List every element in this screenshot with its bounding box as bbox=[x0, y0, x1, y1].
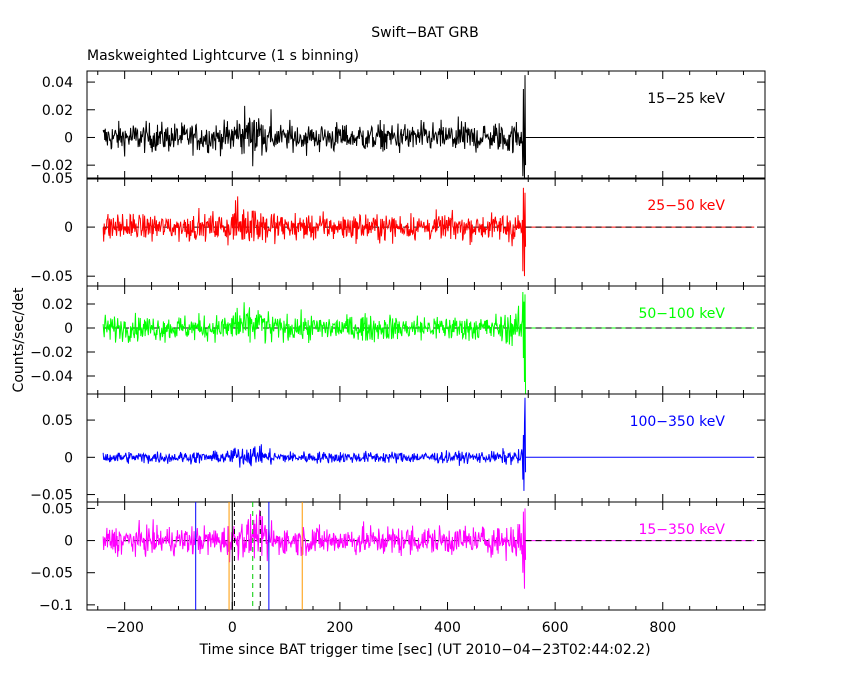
y-tick-label: −0.1 bbox=[39, 598, 73, 614]
y-tick-label: 0 bbox=[64, 130, 73, 146]
figure-subtitle: Maskweighted Lightcurve (1 s binning) bbox=[87, 48, 359, 64]
series-2-trace bbox=[102, 187, 527, 277]
y-tick-label: −0.05 bbox=[30, 566, 73, 582]
x-tick-label: 800 bbox=[649, 620, 676, 636]
band-label: 50−100 keV bbox=[638, 306, 725, 322]
y-tick-label: −0.05 bbox=[30, 269, 73, 285]
x-tick-label: −200 bbox=[105, 620, 143, 636]
y-tick-label: 0.04 bbox=[42, 75, 73, 91]
band-label: 15−350 keV bbox=[638, 522, 725, 538]
series-5-trace bbox=[102, 508, 527, 589]
y-tick-label: −0.05 bbox=[30, 488, 73, 504]
y-tick-label: 0.05 bbox=[42, 501, 73, 517]
y-tick-label: 0.05 bbox=[42, 413, 73, 429]
panel-frame bbox=[86, 393, 766, 503]
band-label: 15−25 keV bbox=[647, 91, 725, 107]
y-axis-label: Counts/sec/det bbox=[11, 287, 27, 392]
y-tick-label: −0.04 bbox=[30, 369, 73, 385]
series-1-trace bbox=[102, 75, 527, 179]
y-tick-label: 0.05 bbox=[42, 171, 73, 187]
y-tick-label: 0 bbox=[64, 534, 73, 550]
panel-3: 0.02 0 −0.02 −0.04 50−100 keV bbox=[30, 285, 766, 395]
x-tick-label: 200 bbox=[327, 620, 354, 636]
panels-group: 0.04 0.02 0 −0.02 15−25 keV 0.05 0 −0.05 25−50 k… bbox=[30, 70, 766, 614]
band-label: 25−50 keV bbox=[647, 198, 725, 214]
panel-frame bbox=[86, 70, 766, 180]
series-3-trace bbox=[102, 291, 527, 394]
x-tick-label: 600 bbox=[542, 620, 569, 636]
y-tick-label: 0 bbox=[64, 450, 73, 466]
figure-title: Swift−BAT GRB bbox=[371, 25, 478, 41]
y-tick-label: 0 bbox=[64, 321, 73, 337]
y-tick-label: −0.02 bbox=[30, 158, 73, 174]
x-axis: −200 0 200 400 600 800 bbox=[105, 620, 676, 636]
panel-frame bbox=[86, 501, 766, 611]
panel-1: 0.04 0.02 0 −0.02 15−25 keV bbox=[30, 70, 766, 180]
panel-frame bbox=[86, 285, 766, 395]
band-label: 100−350 keV bbox=[630, 414, 726, 430]
panel-2: 0.05 0 −0.05 25−50 keV bbox=[30, 171, 766, 287]
x-tick-label: 400 bbox=[434, 620, 461, 636]
series-4-trace bbox=[102, 397, 527, 491]
y-tick-label: 0 bbox=[64, 220, 73, 236]
panel-5: 0.05 0 −0.05 −0.1 15−350 keV bbox=[30, 501, 766, 614]
y-tick-label: −0.02 bbox=[30, 345, 73, 361]
x-axis-label: Time since BAT trigger time [sec] (UT 20… bbox=[198, 642, 650, 658]
x-tick-label: 0 bbox=[228, 620, 237, 636]
y-tick-label: 0.02 bbox=[42, 297, 73, 313]
y-tick-label: 0.02 bbox=[42, 103, 73, 119]
panel-4: 0.05 0 −0.05 100−350 keV bbox=[30, 393, 766, 504]
